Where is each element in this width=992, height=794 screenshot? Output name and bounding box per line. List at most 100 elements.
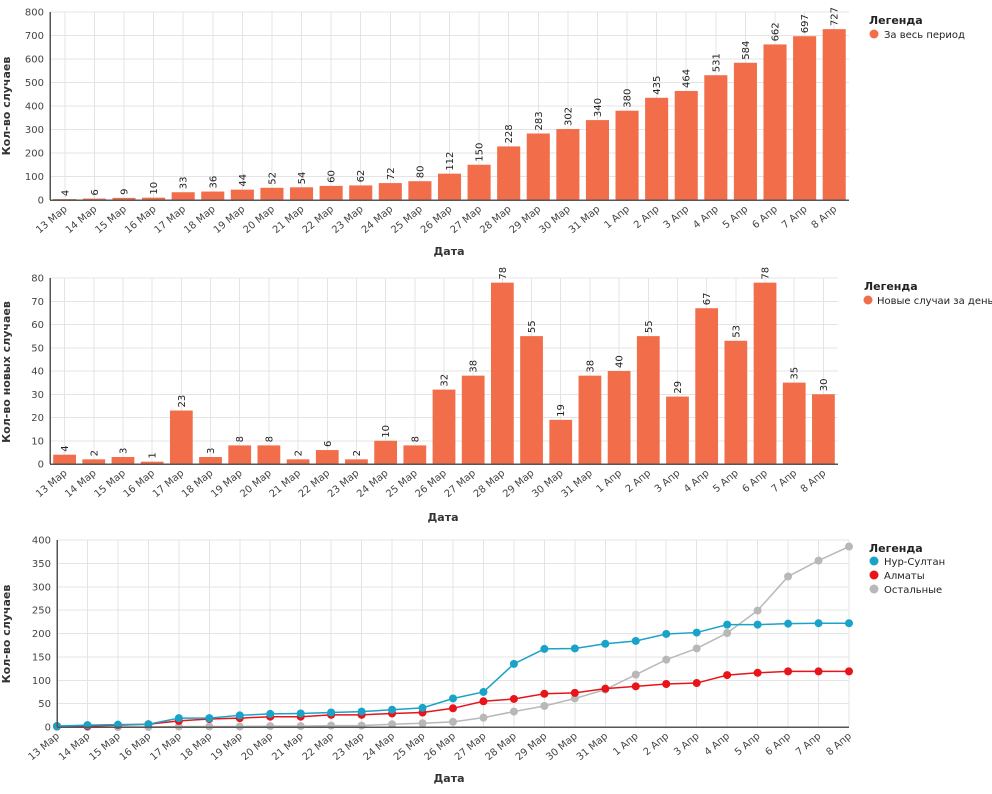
bar [286,459,310,464]
data-point [479,687,488,696]
bar-value-label: 2 [294,450,305,456]
y-tick-label: 60 [31,320,44,331]
x-tick-label: 15 Мар [92,468,127,500]
x-tick-label: 18 Мар [180,468,215,500]
y-tick-label: 50 [31,343,44,354]
data-point [449,717,457,726]
data-point [570,688,579,697]
data-point [662,629,671,638]
bar [257,445,281,464]
bar [490,282,514,464]
x-axis-title: Дата [433,245,464,258]
data-point [814,556,823,565]
data-point [631,636,640,645]
x-tick-label: 25 Мар [389,204,424,236]
x-tick-label: 21 Мар [271,204,306,236]
bar-value-label: 78 [498,267,509,280]
bar-value-label: 3 [206,448,217,454]
bar-value-label: 38 [585,360,596,373]
bar [408,181,432,200]
x-tick-label: 20 Мар [238,468,273,500]
x-tick-label: 16 Мар [118,731,153,763]
x-axis-title: Дата [427,511,458,524]
x-tick-label: 21 Мар [268,468,303,500]
x-tick-label: 3 Апр [672,731,702,758]
x-tick-label: 1 Апр [602,204,632,231]
x-tick-label: 15 Мар [93,204,128,236]
data-point [235,711,244,720]
data-point [753,620,762,629]
y-axis-title: Кол-во случаев [0,57,13,156]
bar [111,457,135,464]
x-tick-label: 5 Апр [733,731,763,758]
legend-marker-nur-sultan [869,556,879,566]
bar [378,183,402,200]
x-tick-label: 2 Апр [642,731,672,758]
x-tick-label: 18 Мар [179,731,214,763]
bar-value-label: 697 [800,14,811,33]
bar [733,62,757,201]
data-point [601,639,610,648]
bar-value-label: 67 [702,292,713,305]
y-tick-label: 40 [31,367,44,378]
x-tick-label: 8 Апр [799,468,829,495]
data-point [205,714,214,723]
bar [169,410,193,464]
bar-value-label: 6 [323,441,334,447]
y-tick-label: 70 [31,297,44,308]
data-point [449,704,457,713]
bar [289,187,314,200]
chart-total-cases: Кол-во случаев Дата Легенда За весь пери… [0,7,965,258]
x-tick-label: 8 Апр [824,731,854,758]
bar [724,340,748,464]
bar [607,371,631,464]
data-point [845,619,853,628]
y-tick-label: 0 [38,196,44,207]
bar-value-label: 80 [415,165,426,178]
bar-value-label: 38 [469,360,480,373]
bar [812,394,835,464]
data-point [570,694,579,703]
data-point [357,721,366,730]
x-tick-label: 21 Мар [270,731,305,763]
x-tick-label: 14 Мар [64,204,99,236]
bar-value-label: 464 [682,69,693,88]
bar-value-label: 53 [731,325,742,338]
bar [140,461,164,464]
bar-value-label: 435 [652,76,663,95]
data-point [723,620,732,629]
data-point [509,694,518,703]
x-tick-label: 5 Апр [721,204,751,231]
data-point [692,644,701,653]
bar-value-label: 1 [148,452,159,458]
legend-marker-almaty [869,570,879,580]
bar [674,90,698,200]
x-tick-label: 15 Мар [87,731,122,763]
x-tick-label: 31 Мар [575,731,610,763]
bar-value-label: 228 [504,124,515,143]
bar [526,133,550,200]
y-tick-label: 400 [25,102,44,113]
bar-value-label: 2 [352,450,363,456]
x-tick-label: 22 Мар [301,731,336,763]
data-point [509,659,518,668]
x-tick-label: 24 Мар [355,468,390,500]
bar [753,282,777,464]
y-tick-label: 80 [31,274,44,285]
bar [171,192,195,200]
x-tick-label: 13 Мар [27,731,62,763]
data-point [296,709,305,718]
y-axis-title: Кол-во случаев [0,585,13,684]
bar [461,375,485,464]
y-tick-label: 250 [32,606,51,617]
bar-value-label: 4 [60,190,71,196]
x-tick-label: 6 Апр [750,204,780,231]
x-tick-label: 27 Мар [449,204,484,236]
data-point [784,572,793,581]
bar-value-label: 283 [534,111,545,130]
bar [636,336,660,464]
x-tick-label: 5 Апр [711,468,741,495]
bar [230,189,254,200]
bar-value-label: 32 [440,374,451,387]
x-tick-label: 16 Мар [123,204,158,236]
